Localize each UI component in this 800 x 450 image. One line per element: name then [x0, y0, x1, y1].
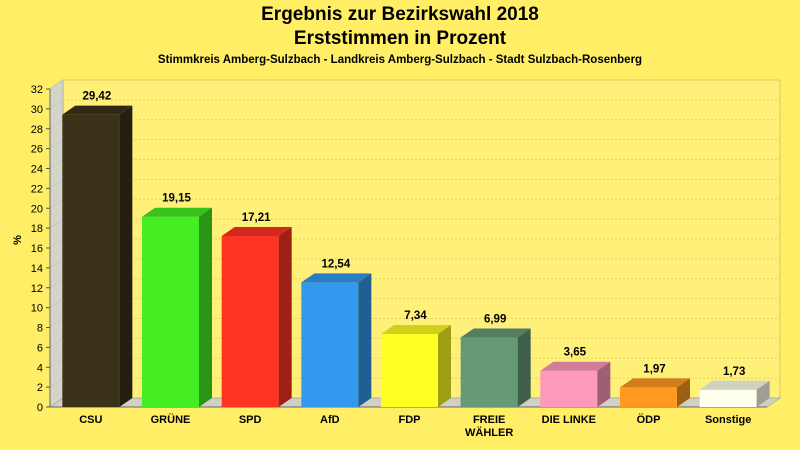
x-category-label: WÄHLER	[465, 426, 513, 439]
bar	[142, 216, 199, 407]
gridline-side	[49, 99, 64, 110]
x-category-label: GRÜNE	[151, 413, 191, 426]
bar	[620, 387, 677, 407]
gridline-side	[49, 337, 64, 348]
gridline-side	[49, 139, 64, 150]
chart-title: Ergebnis zur Bezirkswahl 2018	[261, 4, 539, 25]
bar-value-label: 29,42	[82, 91, 111, 103]
y-tick-label: 6	[37, 342, 43, 354]
bar	[540, 370, 598, 407]
bar	[301, 282, 359, 407]
bar-top	[221, 226, 292, 236]
x-category-label: SPD	[239, 414, 262, 426]
gridline-side	[49, 178, 64, 189]
x-category-label: AfD	[320, 414, 340, 426]
bar-group	[699, 380, 770, 407]
x-category-label: CSU	[79, 414, 102, 426]
bar-top	[699, 380, 770, 390]
bar-side	[199, 207, 212, 407]
bar-side	[438, 325, 451, 407]
bar-value-label: 3,65	[564, 347, 587, 359]
y-tick-label: 2	[37, 382, 43, 394]
bar-side	[358, 273, 372, 407]
bar-group	[142, 207, 212, 407]
bar-top	[381, 325, 451, 335]
y-tick-label: 28	[31, 124, 43, 136]
gridline-side	[49, 238, 64, 249]
chart-caption: Stimmkreis Amberg-Sulzbach - Landkreis A…	[157, 54, 643, 66]
bar-value-label: 7,34	[404, 310, 427, 322]
y-tick-label: 14	[31, 263, 43, 275]
bar-side	[278, 226, 292, 407]
gridline-side	[49, 79, 64, 90]
bar	[460, 337, 518, 407]
bar-top	[301, 273, 372, 283]
gridline-side	[49, 318, 64, 328]
y-tick-label: 8	[37, 323, 43, 335]
gridline-side	[49, 377, 64, 388]
bar-value-label: 1,97	[643, 363, 665, 375]
chart-subtitle: Erststimmen in Prozent	[293, 28, 507, 49]
bar-top	[62, 105, 133, 115]
gridline-side	[49, 159, 64, 169]
y-tick-label: 32	[31, 84, 43, 96]
bar-value-label: 1,73	[723, 366, 745, 378]
bar	[221, 235, 279, 407]
x-category-label: Sonstige	[705, 414, 751, 426]
y-tick-label: 24	[31, 164, 43, 176]
bar	[381, 334, 438, 407]
y-tick-label: 16	[31, 243, 43, 255]
bar-value-label: 19,15	[162, 193, 191, 205]
bar-value-label: 12,54	[321, 258, 350, 270]
gridline-side	[49, 298, 64, 309]
bar-side	[517, 328, 531, 407]
y-tick-label: 22	[31, 183, 43, 195]
y-tick-label: 30	[31, 104, 43, 116]
x-category-label: FREIE	[473, 414, 505, 426]
bar-value-label: 6,99	[484, 314, 506, 326]
bar-group	[620, 378, 690, 407]
y-tick-label: 0	[37, 402, 43, 414]
bar	[62, 114, 120, 408]
gridline-side	[49, 198, 64, 209]
y-tick-label: 26	[31, 144, 43, 156]
y-tick-label: 10	[31, 303, 43, 315]
gridline-side	[49, 119, 64, 130]
y-tick-label: 4	[37, 362, 43, 374]
y-tick-label: 12	[31, 283, 43, 295]
bar	[699, 389, 757, 407]
bar-group	[301, 273, 372, 407]
bar-side	[677, 378, 690, 407]
bar-top	[540, 361, 611, 371]
x-category-label: FDP	[399, 414, 421, 426]
bar-side	[119, 105, 133, 408]
gridline-side	[49, 218, 64, 229]
bar-group	[381, 325, 451, 407]
bar-top	[620, 378, 690, 388]
bar-value-label: 17,21	[242, 212, 271, 224]
bar-group	[540, 361, 611, 407]
gridline-side	[49, 278, 64, 289]
bar-side	[597, 361, 611, 407]
bar-side	[756, 380, 770, 407]
bar-group	[460, 328, 531, 407]
gridline-side	[49, 357, 64, 368]
x-category-label: ÖDP	[637, 413, 661, 426]
y-axis-label: %	[12, 235, 24, 245]
y-tick-label: 20	[31, 203, 43, 215]
y-tick-label: 18	[31, 223, 43, 235]
bar-top	[460, 328, 531, 338]
gridline-side	[49, 258, 64, 269]
bar-group	[62, 105, 133, 408]
x-category-label: DIE LINKE	[542, 414, 596, 426]
bar-group	[221, 226, 292, 407]
bar-top	[142, 207, 212, 217]
